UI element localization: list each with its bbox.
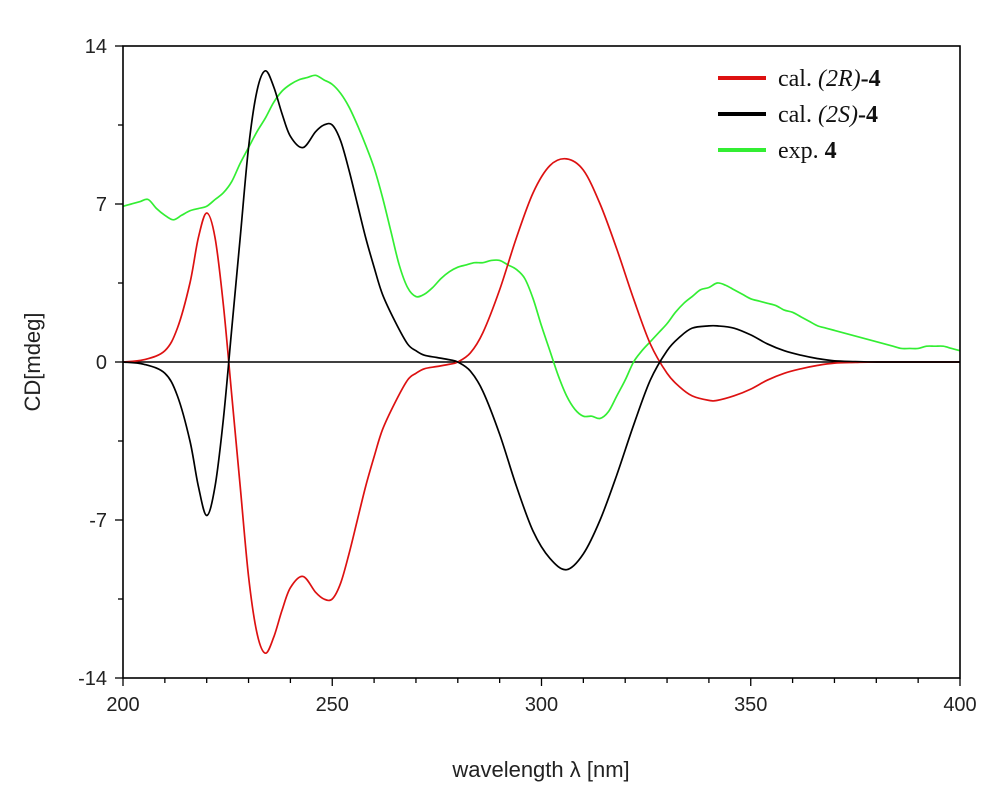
series-line-cal-2s-4 bbox=[122, 69, 960, 571]
legend-label: exp. 4 bbox=[778, 138, 837, 164]
x-tick-label: 300 bbox=[525, 694, 558, 716]
x-tick-label: 200 bbox=[106, 694, 139, 716]
x-tick-label: 400 bbox=[943, 694, 976, 716]
y-tick-label: 0 bbox=[96, 352, 107, 374]
series-line-cal-2r-4 bbox=[122, 157, 960, 655]
y-tick-label: 14 bbox=[85, 36, 107, 58]
y-tick-label: -14 bbox=[78, 668, 107, 690]
x-tick-label: 250 bbox=[316, 694, 349, 716]
x-axis-title: wavelength λ [nm] bbox=[451, 757, 629, 782]
x-tick-label: 350 bbox=[734, 694, 767, 716]
legend-label: cal. (2R)-4 bbox=[778, 66, 881, 92]
legend-label: cal. (2S)-4 bbox=[778, 102, 878, 128]
y-tick-label: 7 bbox=[96, 194, 107, 216]
y-axis-title: CD[mdeg] bbox=[20, 312, 45, 411]
legend: cal. (2R)-4 cal. (2S)-4 exp. 4 bbox=[718, 66, 881, 164]
y-tick-label: -7 bbox=[89, 510, 107, 532]
series-line-exp-4 bbox=[122, 74, 961, 420]
